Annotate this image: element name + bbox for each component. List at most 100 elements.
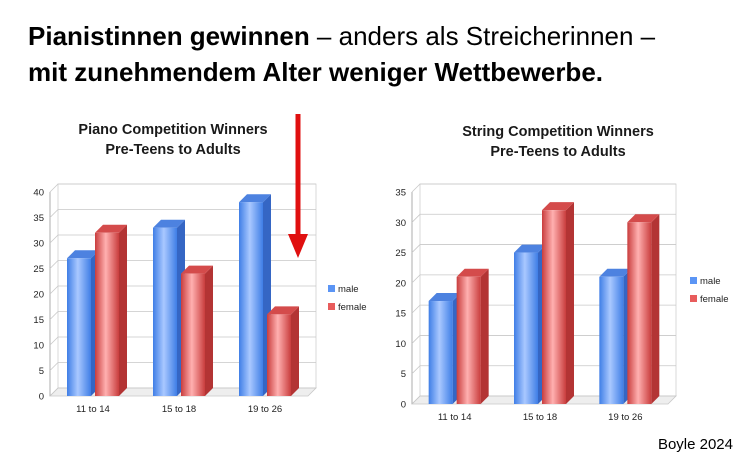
piano-gridline xyxy=(49,387,316,397)
string-legend-swatch-male xyxy=(690,277,697,284)
piano-y-tick-label: 15 xyxy=(33,315,44,326)
piano-y-tick-label: 20 xyxy=(33,290,44,301)
string-x-tick-label: 19 to 26 xyxy=(608,412,642,423)
string-bar-side xyxy=(566,202,574,404)
piano-bar-front xyxy=(153,227,177,396)
piano-chart-title-line2: Pre-Teens to Adults xyxy=(105,142,241,158)
string-bar-top xyxy=(456,268,489,277)
piano-legend-swatch-female xyxy=(328,303,335,310)
string-bar-front xyxy=(542,210,566,404)
headline-regular-part: – anders als Streicherinnen – xyxy=(309,21,656,51)
piano-gridline xyxy=(49,336,316,346)
piano-y-tick-label: 30 xyxy=(33,239,44,250)
string-gridline xyxy=(411,274,676,284)
piano-bar-female-3 xyxy=(267,306,299,396)
string-bar-male-1 xyxy=(428,293,461,404)
piano-x-tick-label: 15 to 18 xyxy=(162,404,196,415)
string-y-tick-label: 0 xyxy=(401,400,406,411)
piano-gridline xyxy=(49,285,316,295)
string-bar-side xyxy=(651,214,660,404)
piano-bar-top xyxy=(267,306,299,315)
string-bar-front xyxy=(428,301,453,404)
piano-chart-title-line1: Piano Competition Winners xyxy=(78,122,268,138)
string-bar-female-1 xyxy=(456,268,489,404)
string-chart-title-line2: Pre-Teens to Adults xyxy=(490,144,626,160)
piano-bar-top xyxy=(181,265,213,274)
piano-x-tick-label: 11 to 14 xyxy=(76,404,110,415)
piano-y-tick-label: 25 xyxy=(33,264,44,275)
headline-line-2: mit zunehmendem Alter weniger Wettbewerb… xyxy=(28,54,748,90)
string-bar-female-3 xyxy=(627,214,660,404)
piano-legend-label-male: male xyxy=(338,284,359,295)
string-bar-top xyxy=(599,268,632,277)
piano-gridline xyxy=(49,260,316,269)
string-gridline xyxy=(411,335,676,344)
string-bar-top xyxy=(514,244,546,253)
string-x-tick-label: 11 to 14 xyxy=(438,412,472,423)
string-chart: 0 5 10 15 20 25 30 35 11 to 14 15 to 18 19 to 26 ma… xyxy=(395,183,729,423)
string-chart-panel: String Competition Winners Pre-Teens to … xyxy=(378,116,748,432)
string-chart-title-line1: String Competition Winners xyxy=(462,124,654,140)
string-y-tick-label: 30 xyxy=(395,218,406,229)
string-y-tick-label: 20 xyxy=(395,278,406,289)
piano-y-tick-label: 35 xyxy=(33,213,44,224)
piano-gridline xyxy=(49,183,316,193)
string-legend-swatch-female xyxy=(690,295,697,302)
string-gridline xyxy=(411,365,676,374)
headline-line-1: Pianistinnen gewinnen – anders als Strei… xyxy=(28,18,748,54)
piano-bar-male-2 xyxy=(153,219,185,396)
piano-bar-front xyxy=(67,258,91,396)
piano-gridline xyxy=(49,234,316,244)
string-bar-male-3 xyxy=(599,268,632,404)
piano-bar-male-1 xyxy=(67,250,99,396)
string-bar-male-2 xyxy=(514,244,546,404)
piano-y-tick-label: 0 xyxy=(39,392,44,403)
string-bar-front xyxy=(599,276,624,404)
string-y-tick-label: 35 xyxy=(395,188,406,199)
piano-bar-front xyxy=(267,314,291,396)
headline-bold-part: Pianistinnen gewinnen xyxy=(28,21,310,51)
piano-gridline xyxy=(49,362,316,371)
piano-bar-female-2 xyxy=(181,265,213,396)
string-gridline xyxy=(411,183,676,193)
piano-bar-front xyxy=(181,273,205,396)
piano-bar-top xyxy=(153,219,185,228)
piano-bar-side xyxy=(291,306,299,396)
piano-legend-label-female: female xyxy=(338,302,367,313)
piano-bar-female-1 xyxy=(95,224,127,396)
string-x-tick-label: 15 to 18 xyxy=(523,412,557,423)
piano-bar-side xyxy=(119,224,127,396)
string-legend-label-female: female xyxy=(700,294,729,305)
string-gridline xyxy=(411,213,676,223)
piano-x-tick-label: 19 to 26 xyxy=(248,404,282,415)
string-bar-female-2 xyxy=(542,202,574,404)
string-y-tick-label: 25 xyxy=(395,248,406,259)
piano-bar-front xyxy=(95,232,119,396)
headline: Pianistinnen gewinnen – anders als Strei… xyxy=(28,18,748,90)
string-bar-top xyxy=(428,293,461,302)
piano-bar-front xyxy=(239,202,263,396)
piano-legend-swatch-male xyxy=(328,285,335,292)
source-credit: Boyle 2024 xyxy=(657,436,733,453)
piano-y-tick-label: 10 xyxy=(33,341,44,352)
piano-gridline xyxy=(49,209,316,218)
red-arrow-head xyxy=(288,234,308,258)
piano-chart-title: Piano Competition Winners Pre-Teens to A… xyxy=(58,120,288,160)
piano-chart: 0 5 10 15 20 25 30 35 40 11 to 14 15 to 18 19 to 26… xyxy=(33,183,367,415)
string-y-tick-label: 10 xyxy=(395,339,406,350)
piano-bar-male-3 xyxy=(239,194,271,396)
piano-bar-top xyxy=(239,194,271,203)
string-bar-side xyxy=(480,268,489,404)
string-y-tick-label: 15 xyxy=(395,309,406,320)
string-bar-front xyxy=(627,222,652,404)
string-bar-front xyxy=(514,252,538,404)
piano-gridline xyxy=(49,311,316,320)
red-down-arrow xyxy=(288,114,308,258)
string-bar-top xyxy=(542,202,574,211)
string-bar-front xyxy=(456,276,481,404)
piano-bar-top xyxy=(67,250,99,259)
headline-bold-line: mit zunehmendem Alter weniger Wettbewerb… xyxy=(28,57,603,87)
string-gridline xyxy=(411,244,676,253)
string-bar-top xyxy=(627,214,660,223)
piano-chart-panel: Piano Competition Winners Pre-Teens to A… xyxy=(18,112,378,432)
